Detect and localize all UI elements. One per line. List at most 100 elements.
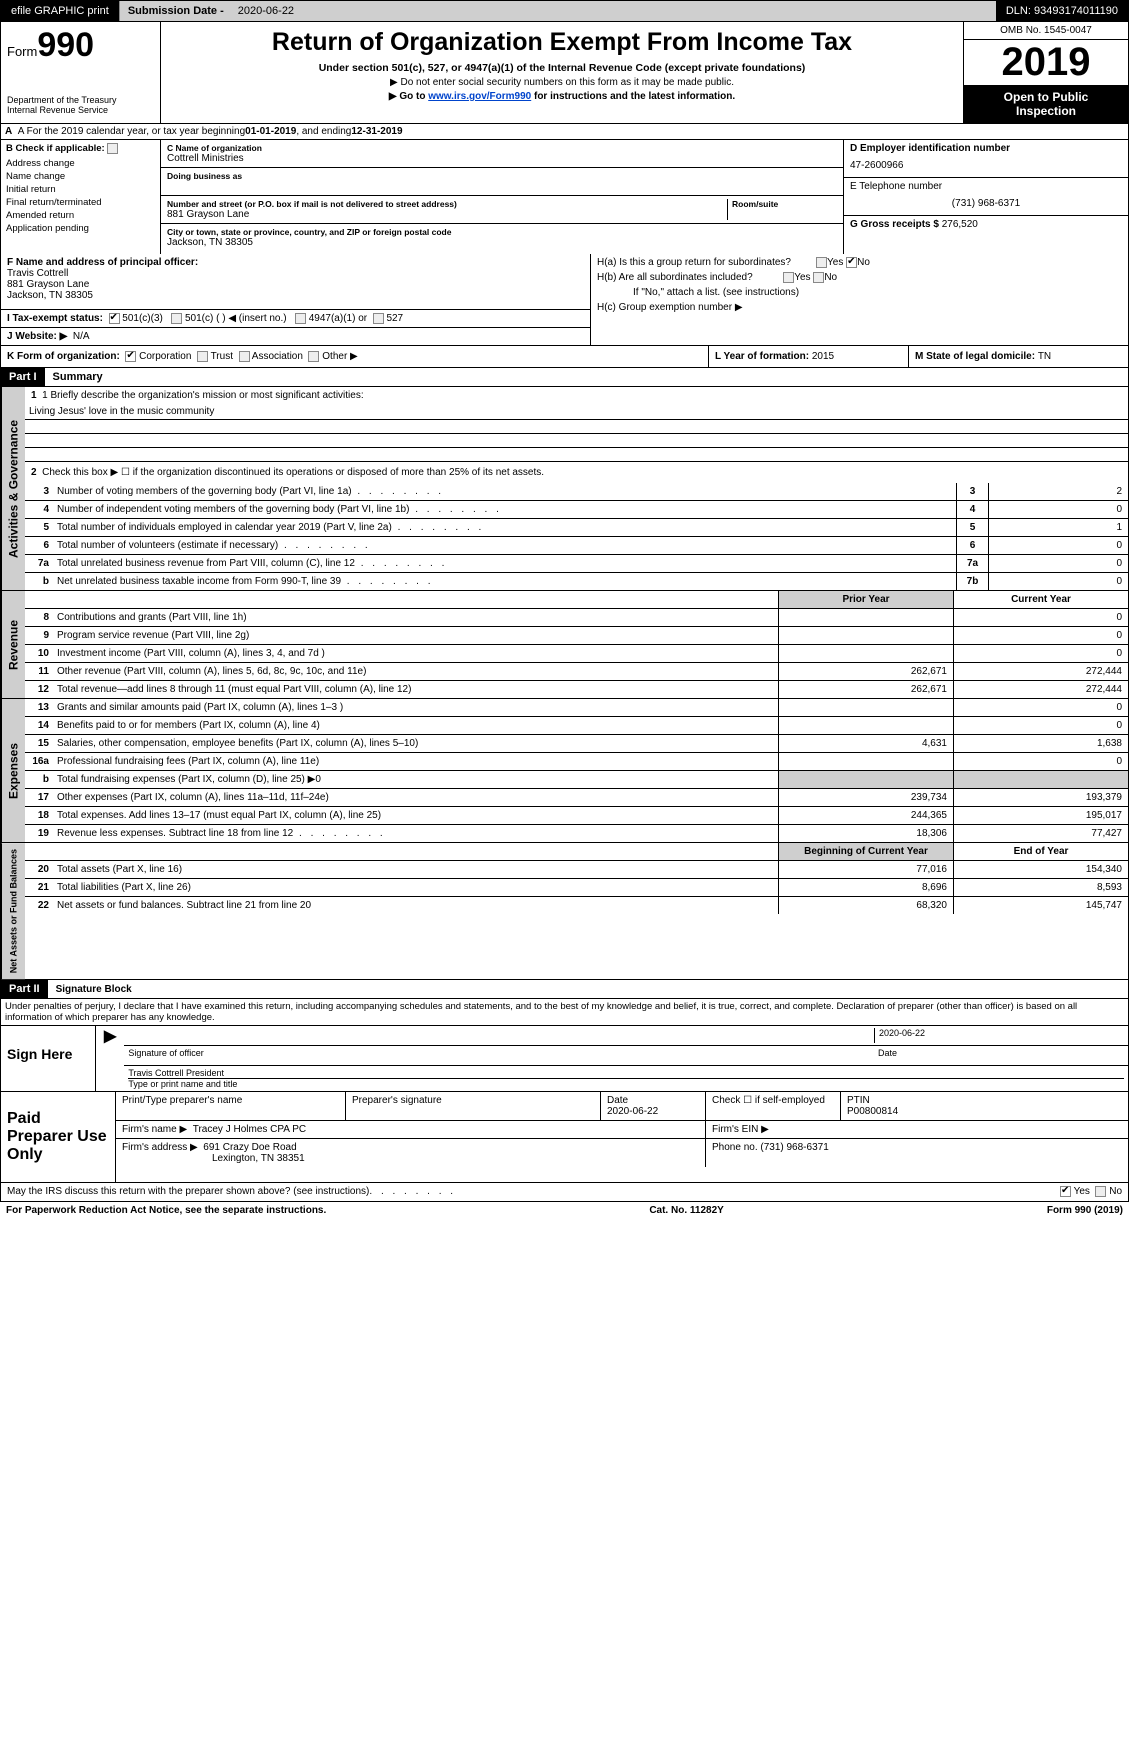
signature-block: Under penalties of perjury, I declare th… [0, 999, 1129, 1092]
ck-hb-yes[interactable] [783, 272, 794, 283]
ck-ha-no[interactable] [846, 257, 857, 268]
form-note-ssn: ▶ Do not enter social security numbers o… [167, 77, 957, 88]
prior-year-hdr: Prior Year [778, 591, 953, 608]
street-address: 881 Grayson Lane [167, 209, 727, 220]
city-label: City or town, state or province, country… [167, 227, 837, 237]
ck-name-change[interactable]: Name change [6, 171, 155, 182]
fh-block: F Name and address of principal officer:… [0, 254, 1129, 346]
ck-4947[interactable] [295, 313, 306, 324]
subdate-label: Submission Date - [120, 2, 232, 20]
rev-section: Revenue Prior YearCurrent Year 8Contribu… [0, 591, 1129, 699]
officer-name-title: Travis Cottrell President [128, 1068, 1124, 1078]
form-title: Return of Organization Exempt From Incom… [167, 28, 957, 57]
sig-date: 2020-06-22 [874, 1028, 1124, 1043]
ck-trust[interactable] [197, 351, 208, 362]
vtab-expenses: Expenses [1, 699, 25, 842]
form-note-goto: ▶ Go to www.irs.gov/Form990 for instruct… [167, 91, 957, 102]
vtab-revenue: Revenue [1, 591, 25, 698]
mission-text: Living Jesus' love in the music communit… [25, 404, 1128, 420]
ck-hb-no[interactable] [813, 272, 824, 283]
firm-city: Lexington, TN 38351 [122, 1153, 305, 1164]
gross-value: 276,520 [942, 219, 978, 230]
ck-initial-return[interactable]: Initial return [6, 184, 155, 195]
irs-link[interactable]: www.irs.gov/Form990 [428, 91, 531, 102]
current-year-hdr: Current Year [953, 591, 1128, 608]
part1-header: Part I [1, 368, 45, 386]
gross-label: G Gross receipts $ [850, 219, 942, 230]
ck-irs-yes[interactable] [1060, 1186, 1071, 1197]
officer-addr: 881 Grayson Lane Jackson, TN 38305 [7, 279, 93, 301]
vtab-governance: Activities & Governance [1, 387, 25, 590]
firm-addr: 691 Crazy Doe Road [203, 1142, 296, 1153]
officer-name: Travis Cottrell [7, 268, 68, 279]
officer-label: F Name and address of principal officer: [7, 257, 198, 268]
tel-value: (731) 968-6371 [850, 198, 1122, 209]
paid-preparer-label: Paid Preparer Use Only [1, 1092, 116, 1182]
ck-other[interactable] [308, 351, 319, 362]
hb-note: If "No," attach a list. (see instruction… [597, 287, 1122, 298]
ck-501c[interactable] [171, 313, 182, 324]
hb-subordinates: H(b) Are all subordinates included? Yes … [597, 272, 1122, 283]
perjury-text: Under penalties of perjury, I declare th… [1, 999, 1128, 1026]
footer-row: For Paperwork Reduction Act Notice, see … [0, 1202, 1129, 1219]
ha-group-return: H(a) Is this a group return for subordin… [597, 257, 1122, 268]
sig-officer-label: Signature of officer [128, 1048, 874, 1063]
omb-number: OMB No. 1545-0047 [964, 22, 1128, 40]
exp-section: Expenses 13Grants and similar amounts pa… [0, 699, 1129, 843]
bal-section: Net Assets or Fund Balances Beginning of… [0, 843, 1129, 980]
ck-address-change[interactable]: Address change [6, 158, 155, 169]
form-header: Form990 Department of the Treasury Inter… [0, 22, 1129, 124]
subdate-value: 2020-06-22 [232, 2, 300, 20]
ck-amended[interactable]: Amended return [6, 210, 155, 221]
line2-discontinued: Check this box ▶ ☐ if the organization d… [42, 467, 544, 478]
top-bar: efile GRAPHIC print Submission Date - 20… [0, 0, 1129, 22]
org-name: Cottrell Ministries [167, 153, 837, 164]
ptin-value: P00800814 [847, 1106, 898, 1117]
ein-value: 47-2600966 [850, 160, 1122, 171]
room-label: Room/suite [732, 199, 837, 209]
form-footer: Form 990 (2019) [1047, 1205, 1123, 1216]
form-number: Form990 [7, 26, 154, 65]
ck-ha-yes[interactable] [816, 257, 827, 268]
arrow-icon: ▶ [96, 1026, 124, 1091]
state-domicile: TN [1038, 351, 1051, 362]
part2-header: Part II [1, 980, 48, 998]
ein-label: D Employer identification number [850, 143, 1122, 154]
dba-label: Doing business as [167, 171, 837, 181]
klm-row: K Form of organization: Corporation Trus… [0, 346, 1129, 368]
efile-button[interactable]: efile GRAPHIC print [1, 1, 120, 21]
end-year-hdr: End of Year [953, 843, 1128, 860]
ck-assoc[interactable] [239, 351, 250, 362]
form-subtitle: Under section 501(c), 527, or 4947(a)(1)… [167, 62, 957, 74]
city-state-zip: Jackson, TN 38305 [167, 237, 837, 248]
sign-here-label: Sign Here [1, 1026, 96, 1091]
year-formation: 2015 [812, 351, 834, 362]
ck-final-return[interactable]: Final return/terminated [6, 197, 155, 208]
paid-preparer-block: Paid Preparer Use Only Print/Type prepar… [0, 1092, 1129, 1183]
hc-exemption: H(c) Group exemption number ▶ [597, 302, 1122, 313]
cat-no: Cat. No. 11282Y [649, 1205, 723, 1216]
begin-year-hdr: Beginning of Current Year [778, 843, 953, 860]
addr-label: Number and street (or P.O. box if mail i… [167, 199, 727, 209]
ck-irs-no[interactable] [1095, 1186, 1106, 1197]
bcd-block: B Check if applicable: Address change Na… [0, 140, 1129, 254]
ck-app-pending[interactable]: Application pending [6, 223, 155, 234]
vtab-netassets: Net Assets or Fund Balances [1, 843, 25, 979]
open-to-public: Open to Public Inspection [964, 85, 1128, 123]
row-a-taxyear: A A For the 2019 calendar year, or tax y… [0, 124, 1129, 140]
ck-corp[interactable] [125, 351, 136, 362]
ck-527[interactable] [373, 313, 384, 324]
mission-label: 1 Briefly describe the organization's mi… [42, 390, 364, 401]
firm-name: Tracey J Holmes CPA PC [193, 1124, 306, 1135]
website-value: N/A [73, 331, 90, 342]
dln-box: DLN: 93493174011190 [996, 1, 1128, 21]
irs-discuss-row: May the IRS discuss this return with the… [0, 1183, 1129, 1201]
tax-year: 2019 [964, 40, 1128, 85]
tel-label: E Telephone number [850, 181, 1122, 192]
prep-date: 2020-06-22 [607, 1106, 658, 1117]
firm-phone: (731) 968-6371 [760, 1142, 828, 1153]
org-name-label: C Name of organization [167, 143, 837, 153]
ck-501c3[interactable] [109, 313, 120, 324]
col-b-checkboxes: B Check if applicable: Address change Na… [1, 140, 161, 254]
gov-section: Activities & Governance 1 1 Briefly desc… [0, 387, 1129, 591]
